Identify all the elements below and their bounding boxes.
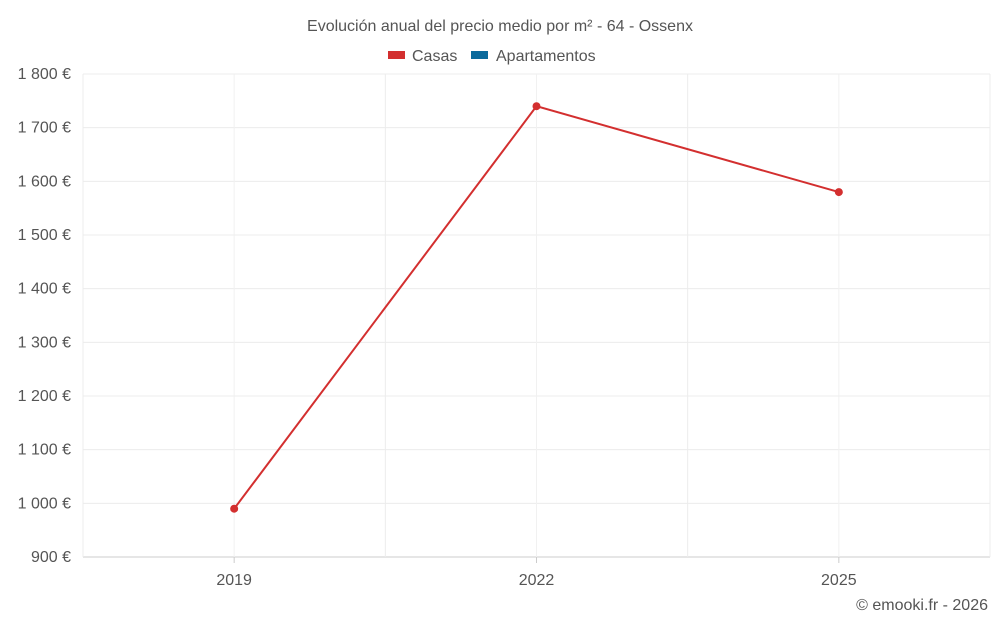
credit-text: © emooki.fr - 2026 bbox=[856, 597, 988, 614]
legend-swatch-casas bbox=[388, 51, 405, 59]
legend-swatch-apartamentos bbox=[471, 51, 488, 59]
y-axis: 900 € 1 000 € 1 100 € 1 200 € 1 300 € 1 400 €… bbox=[18, 66, 71, 566]
y-tick-label: 1 500 € bbox=[18, 227, 71, 244]
grid bbox=[82, 73, 991, 558]
y-tick-label: 1 200 € bbox=[18, 388, 71, 405]
legend-item-apartamentos[interactable]: Apartamentos bbox=[471, 48, 596, 65]
y-tick-label: 1 700 € bbox=[18, 120, 71, 137]
y-tick-label: 1 400 € bbox=[18, 281, 71, 298]
series-layer bbox=[230, 102, 843, 513]
y-tick-label: 1 100 € bbox=[18, 442, 71, 459]
data-point-casas[interactable] bbox=[532, 102, 541, 111]
data-point-casas[interactable] bbox=[230, 504, 239, 513]
x-axis: 2019 2022 2025 bbox=[216, 557, 857, 589]
x-tick-label: 2022 bbox=[519, 572, 555, 589]
legend-label-apartamentos: Apartamentos bbox=[496, 48, 596, 65]
legend-label-casas: Casas bbox=[412, 48, 457, 65]
legend-item-casas[interactable]: Casas bbox=[388, 48, 457, 65]
chart-title: Evolución anual del precio medio por m² … bbox=[307, 18, 693, 35]
y-tick-label: 1 000 € bbox=[18, 495, 71, 512]
x-tick-label: 2025 bbox=[821, 572, 857, 589]
data-point-casas[interactable] bbox=[834, 188, 843, 197]
x-tick-label: 2019 bbox=[216, 572, 252, 589]
y-tick-label: 900 € bbox=[31, 549, 71, 566]
legend: Casas Apartamentos bbox=[388, 48, 596, 65]
y-tick-label: 1 600 € bbox=[18, 173, 71, 190]
y-tick-label: 1 800 € bbox=[18, 66, 71, 83]
y-tick-label: 1 300 € bbox=[18, 334, 71, 351]
